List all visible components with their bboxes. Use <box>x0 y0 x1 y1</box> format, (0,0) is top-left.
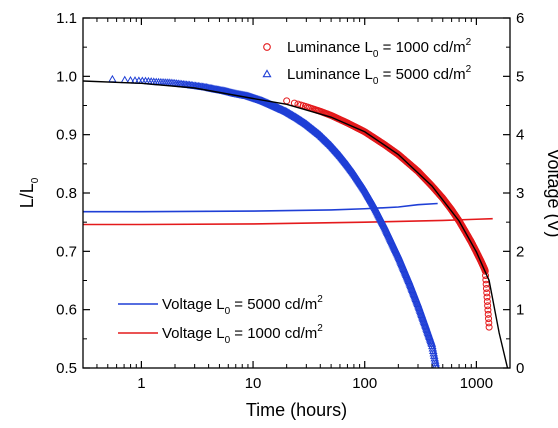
x-tick-label: 100 <box>352 375 377 392</box>
legend-item-voltage-5000: Voltage L0 = 5000 cd/m2 <box>118 294 323 317</box>
x-axis-title: Time (hours) <box>246 400 347 420</box>
legend-label-luminance-5000: Luminance L0 = 5000 cd/m2 <box>287 64 472 87</box>
marker-circle <box>483 297 491 305</box>
legend-item-voltage-1000: Voltage L0 = 1000 cd/m2 <box>118 323 323 346</box>
marker-circle <box>485 319 493 327</box>
y-axis-left-title: L/L0 <box>17 177 41 208</box>
y-right-tick-label: 1 <box>516 302 524 319</box>
marker-circle <box>484 302 492 310</box>
axes-layer: 1 10 100 1000 0.5 0.6 0.7 0.8 0.9 1.0 1.1 0 1 2 3 4 5 6 <box>56 10 524 392</box>
series-line-voltage-4 <box>83 217 493 226</box>
y-left-tick-label: 1.0 <box>56 68 77 85</box>
series-markers-0 <box>283 97 493 331</box>
y-left-tick-label: 1.1 <box>56 10 77 27</box>
marker-circle <box>485 323 493 331</box>
y-axis-left-title-main: L/L <box>17 183 37 208</box>
legend-label-voltage-5000: Voltage L0 = 5000 cd/m2 <box>162 294 323 317</box>
marker-triangle <box>120 75 130 84</box>
series-line-voltage-3 <box>83 202 438 213</box>
marker-circle <box>483 289 491 297</box>
series-markers-1 <box>108 74 441 368</box>
y-right-tick-label: 0 <box>516 360 524 377</box>
y-right-tick-label: 2 <box>516 243 524 260</box>
y-left-tick-label: 0.5 <box>56 360 77 377</box>
x-tick-label: 10 <box>245 375 262 392</box>
marker-circle <box>482 285 490 293</box>
marker-circle <box>283 97 291 105</box>
y-left-tick-label: 0.8 <box>56 185 77 202</box>
legend-item-luminance-5000: Luminance L0 = 5000 cd/m2 <box>262 64 472 87</box>
marker-triangle <box>432 361 441 368</box>
x-tick-label: 1000 <box>460 375 493 392</box>
marker-circle <box>483 293 491 301</box>
legend-bottom: Voltage L0 = 5000 cd/m2 Voltage L0 = 100… <box>118 294 323 346</box>
marker-circle <box>484 306 492 314</box>
y-right-tick-label: 3 <box>516 185 524 202</box>
marker-triangle <box>108 74 117 83</box>
y-left-tick-label: 0.7 <box>56 243 77 260</box>
y-left-tick-label: 0.6 <box>56 302 77 319</box>
legend-label-voltage-1000: Voltage L0 = 1000 cd/m2 <box>162 323 323 346</box>
x-tick-label: 1 <box>137 375 145 392</box>
y-axis-left-title-sub: 0 <box>30 177 41 183</box>
legend-label-luminance-1000: Luminance L0 = 1000 cd/m2 <box>287 37 472 60</box>
marker-circle <box>484 310 492 318</box>
y-right-tick-label: 5 <box>516 68 524 85</box>
legend-marker-triangle <box>262 69 272 78</box>
series-line-fit <box>83 80 509 368</box>
plot-layer <box>83 74 509 368</box>
legend-item-luminance-1000: Luminance L0 = 1000 cd/m2 <box>263 37 472 60</box>
marker-circle <box>485 315 493 323</box>
y-axis-right-title: Voltage (V) <box>544 148 558 237</box>
legend-marker-circle <box>263 43 271 51</box>
y-right-tick-label: 4 <box>516 127 524 144</box>
legend-top: Luminance L0 = 1000 cd/m2 Luminance L0 =… <box>262 37 472 87</box>
y-left-tick-label: 0.9 <box>56 127 77 144</box>
marker-circle <box>481 267 489 275</box>
y-right-tick-label: 6 <box>516 10 524 27</box>
